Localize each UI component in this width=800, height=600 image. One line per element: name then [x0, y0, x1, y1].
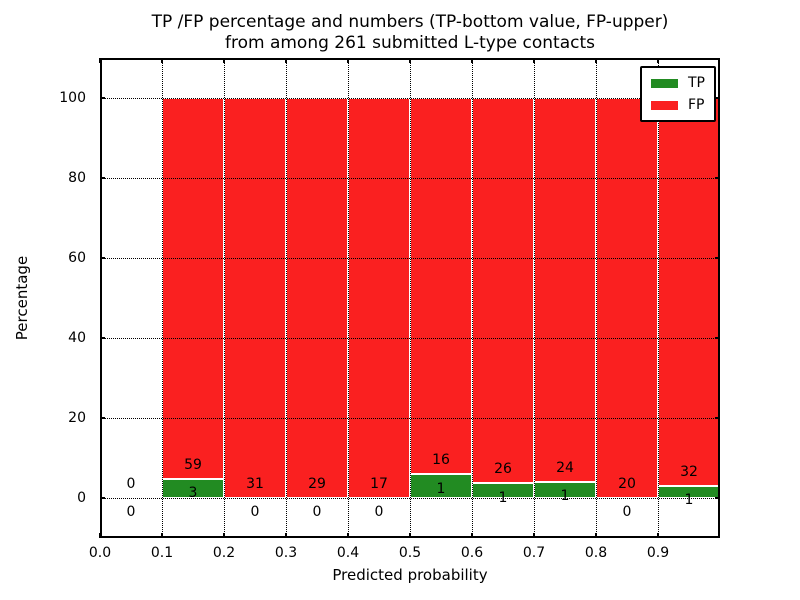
- chart-title-line1: TP /FP percentage and numbers (TP-bottom…: [151, 12, 669, 32]
- x-tickmark-top-0.9: [657, 58, 659, 63]
- y-tickmark-right-80: [715, 177, 720, 179]
- y-tickmark-left-80: [100, 177, 105, 179]
- x-tick-label-0.0: 0.0: [88, 545, 112, 561]
- y-tickmark-right-100: [715, 97, 720, 99]
- x-tickmark-top-0.3: [285, 58, 287, 63]
- tp-count-label-0.9-1.0: 1: [684, 492, 694, 509]
- y-tickmark-right-40: [715, 337, 720, 339]
- y-tick-label-100: 100: [59, 90, 86, 106]
- y-axis-label: Percentage: [13, 255, 31, 341]
- chart-title-line2: from among 261 submitted L-type contacts: [224, 33, 595, 53]
- y-tickmark-left-60: [100, 257, 105, 259]
- gridline-x-0.7: [534, 58, 535, 538]
- x-tick-label-0.4: 0.4: [336, 545, 360, 561]
- bar-fp-0.2-0.3: [224, 98, 286, 498]
- fp-count-label-0.8-0.9: 20: [618, 476, 636, 492]
- bar-fp-0.6-0.7: [472, 98, 534, 484]
- legend-swatch-fp-icon: [651, 100, 678, 110]
- y-tickmark-right-60: [715, 257, 720, 259]
- tp-count-label-0.8-0.9: 0: [622, 504, 632, 521]
- x-tickmark-top-0.0: [99, 58, 101, 63]
- x-tick-label-0.7: 0.7: [522, 545, 546, 561]
- fp-count-label-0.5-0.6: 16: [432, 452, 450, 469]
- x-tickmark-bottom-0.9: [657, 533, 659, 538]
- bar-fp-0.4-0.5: [348, 98, 410, 498]
- x-tick-label-0.6: 0.6: [460, 545, 484, 561]
- x-tickmark-top-0.8: [595, 58, 597, 63]
- tp-count-label-0.5-0.6: 1: [436, 480, 446, 497]
- fp-count-label-0.1-0.2: 59: [184, 456, 202, 473]
- bar-fp-0.3-0.4: [286, 98, 348, 498]
- x-tickmark-bottom-0.2: [223, 533, 225, 538]
- x-tickmark-top-0.7: [533, 58, 535, 63]
- fp-count-label-0.6-0.7: 26: [494, 461, 512, 478]
- plot-area: 0 0 59 3 31 0 29 0 17 0 16 1 26 1 24 1 20 0 32 1 TP FP: [99, 58, 720, 538]
- x-tickmark-top-0.4: [347, 58, 349, 63]
- x-tickmark-top-0.5: [409, 58, 411, 63]
- tp-count-label-0.4-0.5: 0: [374, 504, 384, 521]
- x-tick-label-0.3: 0.3: [274, 545, 298, 561]
- fp-count-label-0.3-0.4: 29: [308, 476, 326, 492]
- bar-fp-0.1-0.2: [162, 98, 224, 479]
- y-tickmark-left-100: [100, 97, 105, 99]
- x-tickmark-bottom-0.1: [161, 533, 163, 538]
- x-tick-label-0.8: 0.8: [584, 545, 608, 561]
- y-tickmark-left-0: [100, 497, 105, 499]
- y-tickmark-right-0: [715, 497, 720, 499]
- fp-count-label-0.7-0.8: 24: [556, 460, 574, 476]
- x-tickmark-top-0.1: [161, 58, 163, 63]
- y-tick-label-40: 40: [68, 330, 86, 346]
- x-tickmark-top-0.6: [471, 58, 473, 63]
- y-tick-label-80: 80: [68, 170, 86, 186]
- x-tickmark-bottom-0.0: [99, 533, 101, 538]
- gridline-x-0.3: [286, 58, 287, 538]
- x-axis-label: Predicted probability: [332, 566, 488, 584]
- bar-fp-0.9-1.0: [658, 98, 720, 486]
- fp-count-label-0.2-0.3: 31: [246, 476, 264, 492]
- tp-count-label-0.0-0.1: 0: [126, 504, 136, 521]
- gridline-x-0.2: [224, 58, 225, 538]
- gridline-x-0.9: [658, 58, 659, 538]
- gridline-x-0.5: [410, 58, 411, 538]
- gridline-x-0.6: [472, 58, 473, 538]
- x-tickmark-bottom-0.4: [347, 533, 349, 538]
- tp-count-label-0.7-0.8: 1: [560, 488, 570, 505]
- legend: TP FP: [640, 66, 716, 122]
- legend-entry-tp: TP: [651, 72, 705, 94]
- chart-title: TP /FP percentage and numbers (TP-bottom…: [100, 12, 720, 54]
- y-tickmark-left-40: [100, 337, 105, 339]
- y-tickmark-right-20: [715, 417, 720, 419]
- tp-count-label-0.3-0.4: 0: [312, 504, 322, 521]
- tp-count-label-0.2-0.3: 0: [250, 504, 260, 521]
- fp-count-label-0.4-0.5: 17: [370, 476, 388, 492]
- x-tickmark-top-0.2: [223, 58, 225, 63]
- legend-label-tp: TP: [688, 75, 705, 91]
- y-tickmark-left-20: [100, 417, 105, 419]
- x-tickmark-bottom-0.6: [471, 533, 473, 538]
- gridline-x-0.1: [162, 58, 163, 538]
- bar-fp-0.7-0.8: [534, 98, 596, 482]
- fp-count-label-0.0-0.1: 0: [126, 476, 136, 492]
- fp-count-label-0.9-1.0: 32: [680, 463, 698, 480]
- y-tick-label-20: 20: [68, 410, 86, 426]
- legend-entry-fp: FP: [651, 94, 705, 116]
- tp-count-label-0.1-0.2: 3: [188, 485, 198, 502]
- legend-swatch-tp-icon: [651, 78, 678, 88]
- x-tick-label-0.9: 0.9: [646, 545, 670, 561]
- legend-label-fp: FP: [688, 97, 705, 113]
- x-tickmark-bottom-0.7: [533, 533, 535, 538]
- x-tickmark-bottom-0.8: [595, 533, 597, 538]
- tp-count-label-0.6-0.7: 1: [498, 489, 508, 506]
- y-tick-label-0: 0: [77, 490, 86, 506]
- x-tickmark-bottom-0.5: [409, 533, 411, 538]
- y-tick-label-60: 60: [68, 250, 86, 266]
- x-tick-label-0.1: 0.1: [150, 545, 174, 561]
- bar-fp-0.8-0.9: [596, 98, 658, 498]
- x-tick-label-0.2: 0.2: [212, 545, 236, 561]
- gridline-x-0.8: [596, 58, 597, 538]
- x-tickmark-bottom-0.3: [285, 533, 287, 538]
- x-tick-label-0.5: 0.5: [398, 545, 422, 561]
- gridline-x-0.4: [348, 58, 349, 538]
